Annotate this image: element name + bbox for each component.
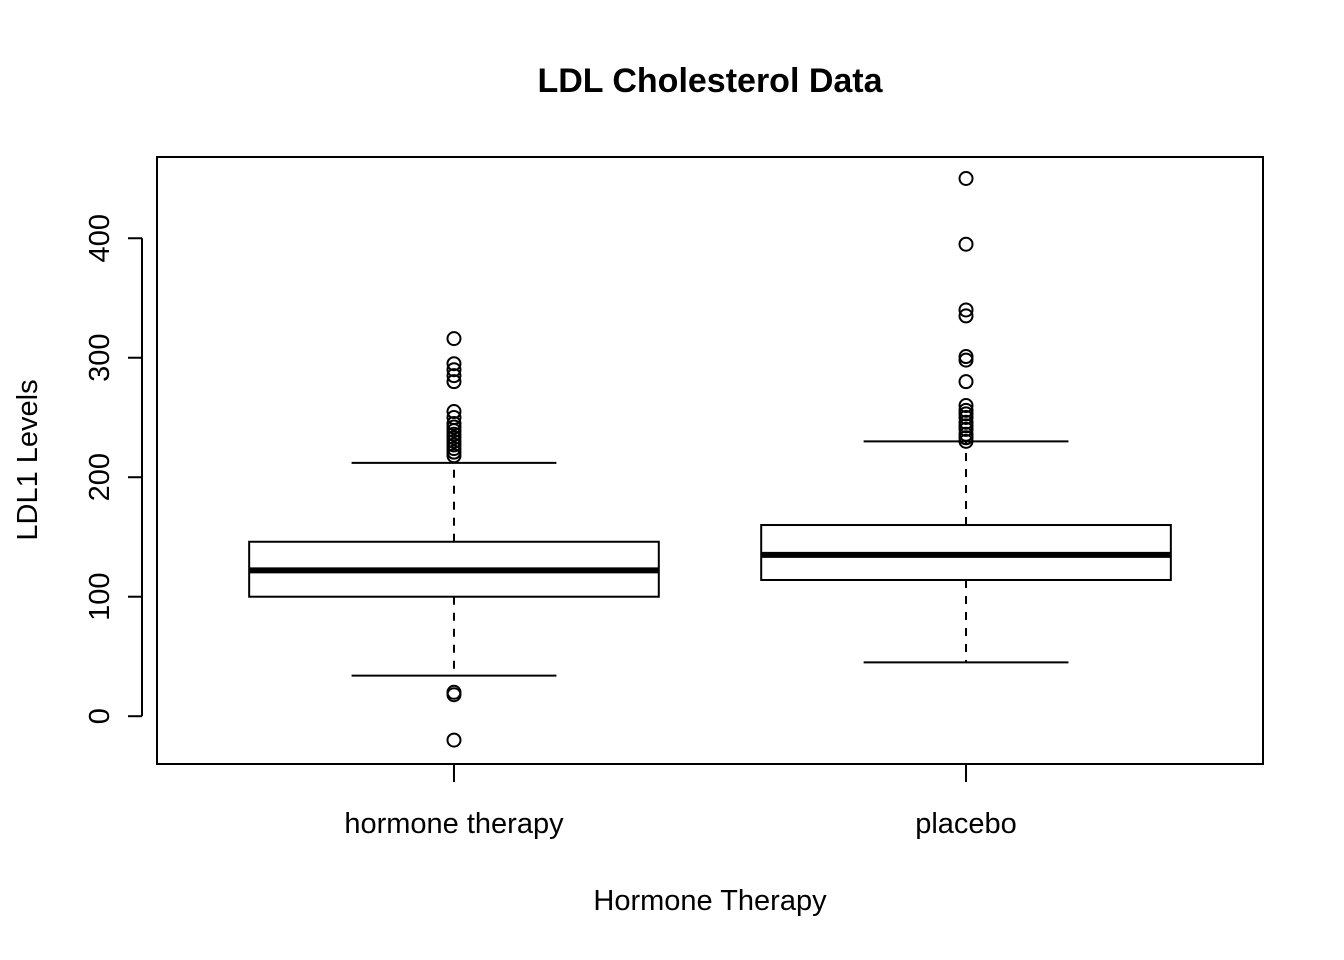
y-axis-label: LDL1 Levels — [12, 379, 44, 540]
outlier-point-12 — [446, 415, 462, 431]
outlier-point-2 — [446, 684, 462, 700]
x-axis-label: Hormone Therapy — [593, 885, 827, 917]
y-tick-label-400: 400 — [84, 214, 116, 262]
outlier-point-14 — [446, 404, 462, 420]
y-tick-label-0: 0 — [84, 708, 116, 724]
outlier-point-9 — [958, 398, 974, 414]
y-axis: 0 100 200 300 400 — [84, 214, 143, 724]
outlier-point-18 — [446, 356, 462, 372]
outlier-point-17 — [446, 362, 462, 378]
outlier-point-19 — [446, 331, 462, 347]
y-tick-label-100: 100 — [84, 573, 116, 621]
outlier-point-0 — [446, 732, 462, 748]
box-group-1 — [760, 171, 1172, 664]
plot-frame — [156, 156, 1264, 765]
x-axis: hormone therapy placebo — [344, 764, 1017, 840]
box-group-0 — [248, 331, 660, 748]
outlier-point-13 — [958, 308, 974, 324]
outlier-point-12 — [958, 349, 974, 365]
y-tick-label-300: 300 — [84, 334, 116, 382]
outlier-point-8 — [958, 402, 974, 418]
chart-title: LDL Cholesterol Data — [537, 62, 883, 100]
boxes — [248, 171, 1172, 748]
outlier-point-10 — [958, 374, 974, 390]
outlier-point-2 — [958, 426, 974, 442]
x-tick-label-0: hormone therapy — [344, 808, 564, 840]
outlier-point-16 — [446, 368, 462, 384]
y-tick-label-200: 200 — [84, 453, 116, 501]
outlier-point-15 — [446, 374, 462, 390]
outlier-point-16 — [958, 171, 974, 187]
x-tick-label-1: placebo — [915, 808, 1017, 840]
outlier-point-13 — [446, 409, 462, 425]
outlier-point-15 — [958, 236, 974, 252]
outlier-point-14 — [958, 302, 974, 318]
outlier-point-5 — [958, 414, 974, 430]
